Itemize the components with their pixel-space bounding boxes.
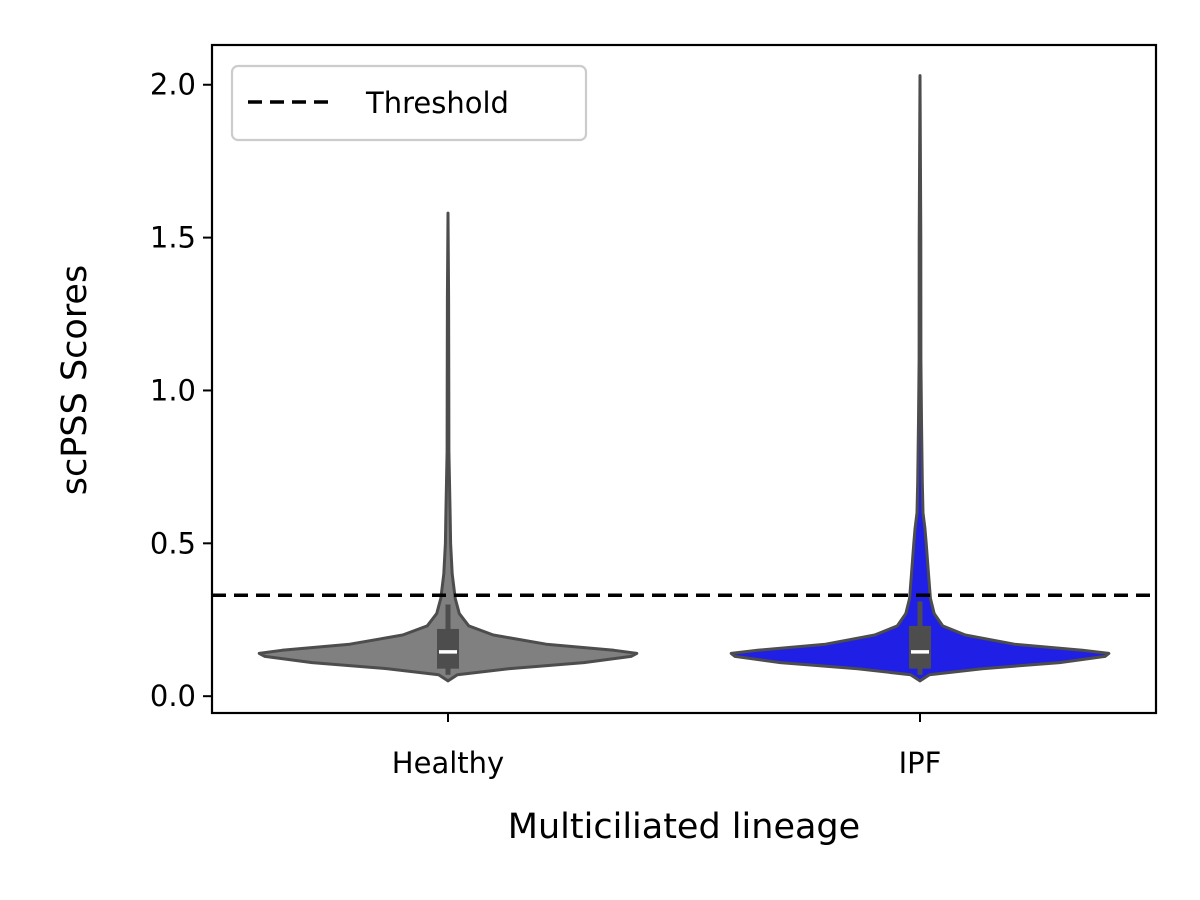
x-tick-label: Healthy — [392, 746, 504, 780]
legend: Threshold — [230, 64, 588, 142]
y-tick-label: 1.0 — [150, 373, 196, 407]
legend-threshold-label: Threshold — [365, 86, 509, 120]
iqr-box — [437, 628, 459, 669]
plot-area — [212, 45, 1156, 713]
y-tick-label: 2.0 — [150, 68, 196, 102]
plot-frame — [210, 43, 1158, 715]
y-tick-label: 1.5 — [150, 221, 196, 255]
y-tick-label: 0.5 — [150, 526, 196, 560]
violin-healthy — [257, 211, 639, 683]
y-tick-label: 0.0 — [150, 679, 196, 713]
violin-ipf — [729, 74, 1111, 683]
x-axis-label: Multiciliated lineage — [508, 807, 860, 847]
y-axis-label: scPSS Scores — [55, 265, 95, 495]
iqr-box — [909, 625, 931, 669]
legend-box — [230, 64, 588, 142]
x-tick-label: IPF — [899, 746, 942, 780]
